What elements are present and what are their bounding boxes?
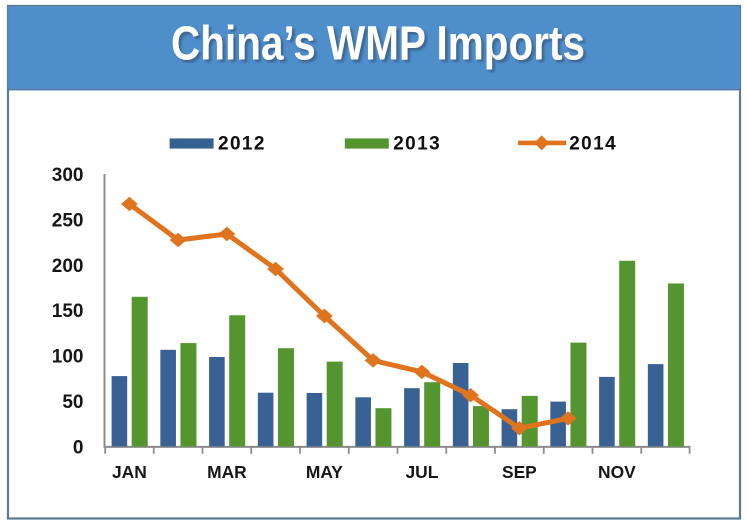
svg-text:JUL: JUL (405, 462, 438, 482)
svg-text:SEP: SEP (502, 462, 537, 482)
svg-text:2013: 2013 (393, 133, 441, 154)
svg-text:0: 0 (73, 437, 84, 458)
svg-text:China’s WMP Imports: China’s WMP Imports (171, 18, 585, 71)
svg-text:MAR: MAR (207, 462, 247, 482)
svg-text:2014: 2014 (569, 133, 617, 154)
svg-text:50: 50 (62, 392, 83, 413)
svg-text:150: 150 (52, 301, 84, 322)
svg-text:NOV: NOV (598, 462, 636, 482)
svg-text:300: 300 (52, 165, 84, 186)
svg-text:100: 100 (52, 347, 84, 368)
svg-text:China’s WMP Imports: China’s WMP Imports (174, 20, 588, 73)
svg-text:200: 200 (52, 256, 84, 277)
svg-text:MAY: MAY (306, 462, 343, 482)
svg-text:250: 250 (52, 210, 84, 231)
svg-text:JAN: JAN (112, 462, 147, 482)
svg-text:2012: 2012 (218, 133, 266, 154)
